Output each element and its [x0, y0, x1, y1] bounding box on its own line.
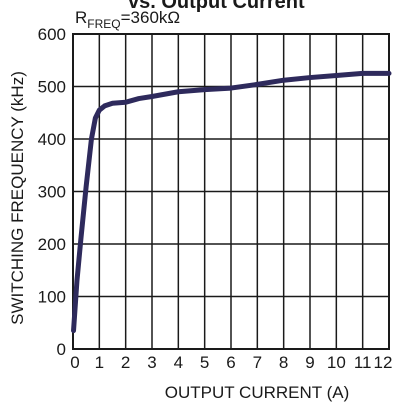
x-axis-label: OUTPUT CURRENT (A): [165, 383, 350, 402]
x-tick-label: 11: [354, 353, 372, 372]
x-tick-label: 5: [200, 353, 209, 372]
subtitle-subscript: FREQ: [87, 17, 120, 31]
y-tick-label: 0: [57, 340, 66, 359]
y-tick-label: 100: [38, 288, 66, 307]
series-line: [71, 70, 392, 334]
x-tick-labels: 0 1 2 3 4 5 6 7 8 9 10 11 12: [70, 353, 392, 372]
x-tick-label: 12: [374, 353, 393, 372]
x-tick-label: 0: [70, 353, 79, 372]
subtitle-main: R: [75, 8, 87, 27]
y-tick-label: 300: [38, 183, 66, 202]
chart-title: vs. Output Current: [128, 0, 305, 13]
x-tick-label: 2: [121, 353, 130, 372]
x-tick-label: 4: [174, 353, 183, 372]
x-tick-label: 7: [253, 353, 262, 372]
plot-grid: [72, 33, 390, 350]
x-tick-label: 9: [305, 353, 314, 372]
x-tick-label: 1: [95, 353, 104, 372]
plot-frame: [72, 33, 390, 350]
x-tick-label: 10: [327, 353, 346, 372]
x-tick-label: 3: [147, 353, 156, 372]
subtitle-rest: =360kΩ: [121, 8, 181, 27]
chart-subtitle: RFREQ=360kΩ: [75, 8, 180, 31]
y-axis-label: SWITCHING FREQUENCY (kHz): [8, 71, 27, 325]
x-tick-label: 6: [226, 353, 235, 372]
y-tick-label: 400: [38, 130, 66, 149]
y-tick-label: 200: [38, 235, 66, 254]
y-tick-label: 600: [38, 25, 66, 44]
y-tick-label: 500: [38, 78, 66, 97]
y-tick-labels: 0 100 200 300 400 500 600: [38, 25, 66, 359]
x-tick-label: 8: [279, 353, 288, 372]
